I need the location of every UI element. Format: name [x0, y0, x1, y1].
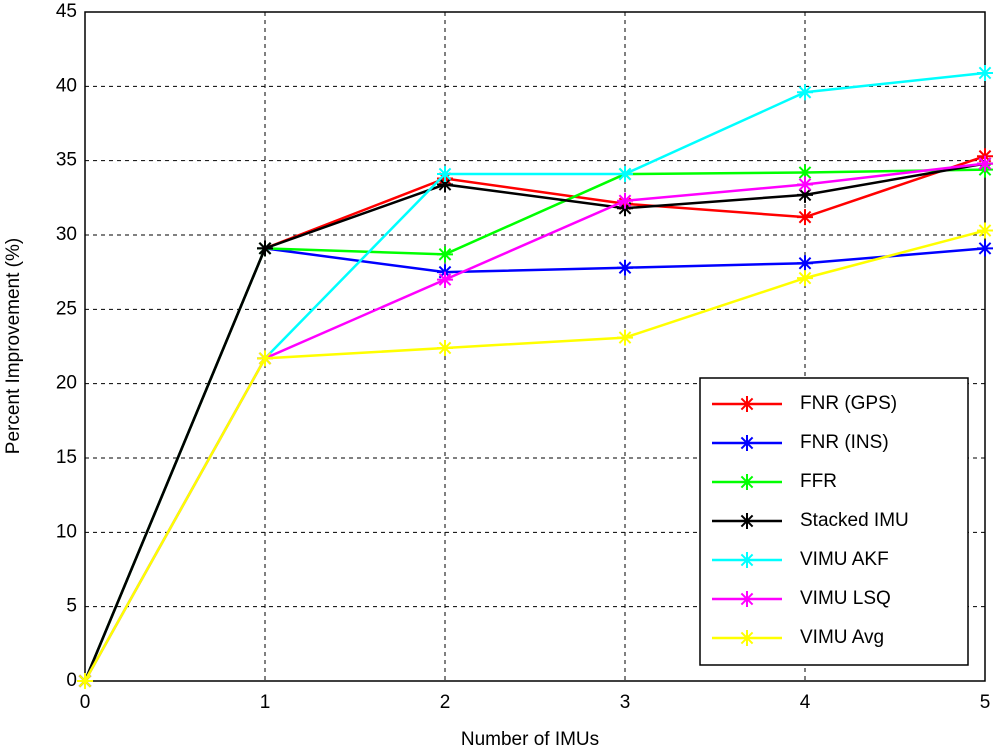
legend-marker: [739, 474, 755, 490]
legend-marker: [739, 396, 755, 412]
data-point: [617, 192, 633, 209]
y-tick-label: 20: [56, 373, 77, 394]
legend-label: VIMU Avg: [800, 627, 884, 648]
y-tick-label: 0: [66, 670, 77, 691]
data-point: [977, 240, 993, 257]
data-point: [797, 270, 813, 287]
legend-box: [699, 377, 969, 666]
y-axis-label: Percent Improvement (%): [3, 238, 24, 454]
legend-label: FNR (GPS): [800, 393, 897, 414]
data-point: [617, 166, 633, 183]
data-point: [437, 246, 453, 263]
data-point: [437, 339, 453, 356]
data-point: [617, 329, 633, 346]
x-tick-label: 0: [80, 692, 91, 713]
data-point: [257, 240, 273, 257]
data-point: [797, 186, 813, 203]
x-tick-label: 2: [440, 692, 451, 713]
legend-label: FFR: [800, 471, 837, 492]
series-line: [83, 229, 986, 682]
legend-label: Stacked IMU: [800, 510, 909, 531]
data-point: [977, 222, 993, 239]
data-point: [77, 673, 93, 689]
legend-marker: [739, 435, 755, 451]
plot-frame: [84, 11, 986, 682]
x-tick-label: 4: [800, 692, 811, 713]
data-point: [797, 176, 813, 193]
data-point: [437, 166, 453, 183]
y-tick-label: 35: [56, 150, 77, 171]
data-point: [437, 271, 453, 288]
legend-marker: [739, 513, 755, 529]
x-axis-label: Number of IMUs: [461, 729, 599, 750]
data-point: [977, 155, 993, 172]
data-point: [257, 350, 273, 367]
y-tick-label: 40: [56, 75, 77, 96]
x-tick-label: 5: [980, 692, 991, 713]
legend-marker: [739, 552, 755, 568]
y-tick-label: 5: [66, 596, 77, 617]
data-point: [797, 84, 813, 101]
legend-label: FNR (INS): [800, 432, 889, 453]
y-tick-label: 45: [56, 1, 77, 22]
series-line: [83, 162, 986, 682]
data-point: [797, 255, 813, 272]
legend-label: VIMU AKF: [800, 549, 889, 570]
y-tick-label: 10: [56, 521, 77, 542]
data-point: [797, 209, 813, 226]
y-tick-label: 15: [56, 447, 77, 468]
x-tick-label: 3: [620, 692, 631, 713]
y-tick-label: 30: [56, 224, 77, 245]
data-point: [617, 259, 633, 276]
data-point: [977, 64, 993, 81]
legend-marker: [739, 591, 755, 607]
data-point: [797, 164, 813, 181]
data-point: [437, 176, 453, 193]
legend-marker: [739, 630, 755, 646]
x-tick-label: 1: [260, 692, 271, 713]
y-tick-label: 25: [56, 298, 77, 319]
legend-label: VIMU LSQ: [800, 588, 891, 609]
